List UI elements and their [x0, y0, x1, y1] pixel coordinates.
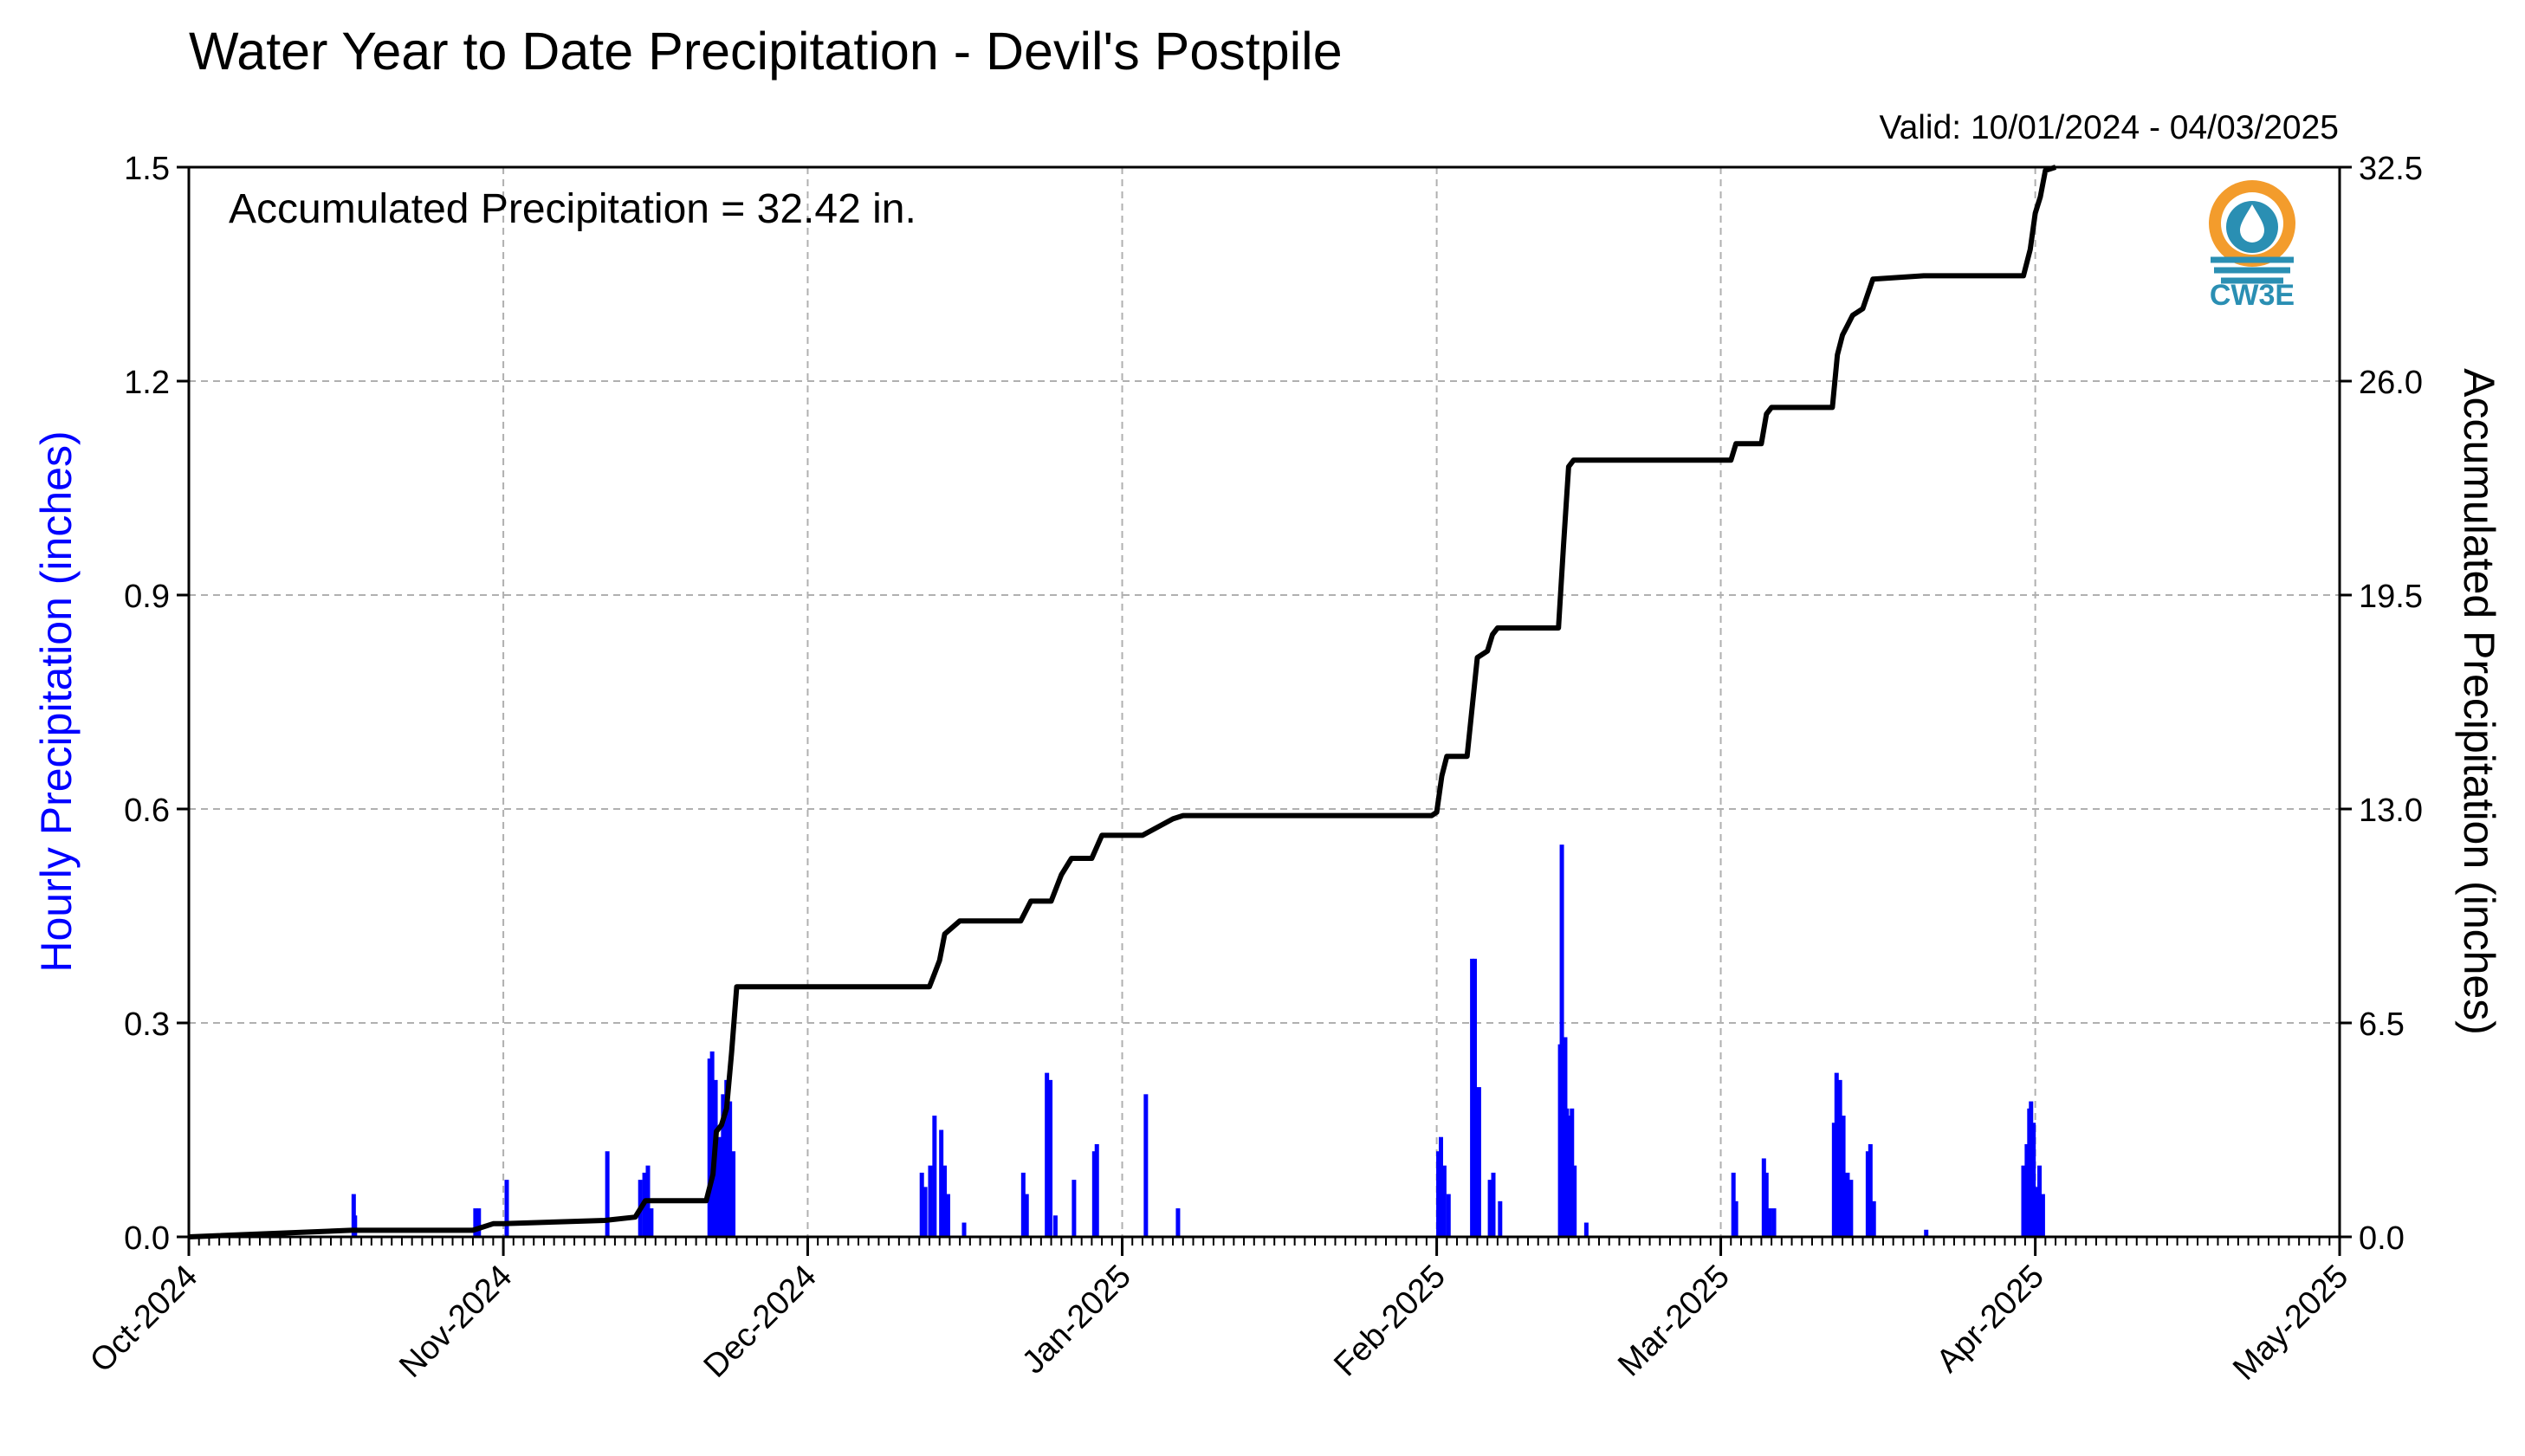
- right-axis-label: Accumulated Precipitation (inches): [2455, 368, 2503, 1035]
- right-tick-label: 26.0: [2359, 365, 2423, 401]
- hourly-precip-bar: [1470, 958, 1475, 1237]
- hourly-precip-bar: [1559, 844, 1564, 1237]
- hourly-precip-bar: [1570, 1108, 1575, 1237]
- right-y-axis-ticks: 0.0 6.5 13.0 19.5 26.0 32.5: [2340, 151, 2423, 1257]
- hourly-precip-bar: [2029, 1101, 2034, 1237]
- hourly-precip-bar: [473, 1208, 478, 1237]
- hourly-precip-bar: [1767, 1208, 1772, 1237]
- accumulated-total-annotation: Accumulated Precipitation = 32.42 in.: [229, 186, 916, 232]
- hourly-precip-bar: [1072, 1180, 1077, 1237]
- left-tick-label: 1.5: [124, 151, 170, 187]
- hourly-precip-bar: [1487, 1180, 1492, 1237]
- hourly-precip-bar: [731, 1151, 736, 1237]
- hourly-precip-bar: [1841, 1116, 1846, 1237]
- left-y-axis-ticks: 0.0 0.3 0.6 0.9 1.2 1.5: [124, 151, 189, 1257]
- hourly-precip-bar: [2024, 1143, 2030, 1237]
- hourly-precip-bar: [1564, 1108, 1570, 1237]
- hourly-precip-bar: [1572, 1165, 1577, 1237]
- hourly-precip-bar: [1831, 1123, 1836, 1237]
- left-tick-label: 0.6: [124, 793, 170, 829]
- hourly-precip-bar: [1476, 1087, 1481, 1237]
- logo-waves-icon: [2211, 256, 2294, 284]
- left-tick-label: 0.9: [124, 579, 170, 615]
- hourly-precip-bar: [1498, 1200, 1503, 1237]
- right-tick-label: 32.5: [2359, 151, 2423, 187]
- cw3e-logo: CW3E: [2209, 180, 2295, 312]
- hourly-precip-bar: [2021, 1165, 2026, 1237]
- hourly-precip-bar: [724, 1079, 729, 1237]
- hourly-precip-bar: [605, 1151, 610, 1237]
- hourly-precip-bar: [728, 1101, 733, 1237]
- hourly-precip-bar: [1020, 1172, 1026, 1237]
- hourly-precip-bar: [939, 1129, 944, 1237]
- hourly-precip-bar: [504, 1180, 509, 1237]
- hourly-precip-bar: [923, 1187, 928, 1237]
- hourly-precip-bar: [649, 1208, 654, 1237]
- logo-drop-icon: [2240, 204, 2264, 243]
- grid-lines: [189, 167, 2340, 1237]
- hourly-precip-bar: [1052, 1215, 1058, 1237]
- chart-title: Water Year to Date Precipitation - Devil…: [189, 22, 1343, 81]
- hourly-precip-bar: [709, 1051, 715, 1237]
- hourly-precip-bar: [1865, 1151, 1870, 1237]
- hourly-precip-bar: [1924, 1229, 1929, 1237]
- hourly-precip-bar: [2037, 1165, 2043, 1237]
- accumulated-precipitation-series: [188, 165, 2057, 1239]
- hourly-precip-bar: [1834, 1072, 1839, 1237]
- hourly-precip-bar: [961, 1222, 967, 1237]
- hourly-precip-bar: [1091, 1151, 1097, 1237]
- hourly-precip-bar: [1143, 1094, 1149, 1237]
- hourly-precip-bar: [476, 1208, 482, 1237]
- hourly-precip-bar: [1441, 1165, 1447, 1237]
- hourly-precip-bar: [932, 1116, 937, 1237]
- hourly-precip-bar: [1438, 1136, 1443, 1237]
- hourly-precip-bar: [717, 1136, 722, 1237]
- hourly-precip-bar: [2031, 1123, 2036, 1237]
- hourly-precip-bar: [2035, 1187, 2040, 1237]
- hourly-precip-bar: [1436, 1151, 1441, 1237]
- accumulated-precip-line: [188, 165, 2057, 1239]
- right-tick-label: 19.5: [2359, 579, 2423, 615]
- hourly-precip-bar: [2040, 1194, 2045, 1237]
- hourly-precip-bar: [1837, 1079, 1842, 1237]
- hourly-precip-bar: [1868, 1143, 1873, 1237]
- left-tick-label: 0.0: [124, 1220, 170, 1257]
- hourly-precip-bar: [1048, 1079, 1053, 1237]
- hourly-precip-bar: [1761, 1158, 1766, 1237]
- hourly-precip-bar: [1446, 1194, 1451, 1237]
- hourly-precip-bar: [1871, 1200, 1876, 1237]
- hourly-precip-bar: [1764, 1172, 1769, 1237]
- hourly-precip-bar: [1473, 958, 1478, 1237]
- hourly-precip-bar: [1845, 1172, 1850, 1237]
- hourly-precip-bar: [721, 1094, 726, 1237]
- hourly-precip-bar: [1733, 1200, 1738, 1237]
- left-tick-label: 1.2: [124, 365, 170, 401]
- hourly-precip-bar: [1731, 1172, 1736, 1237]
- left-tick-label: 0.3: [124, 1006, 170, 1043]
- hourly-precip-bar: [1848, 1180, 1854, 1237]
- hourly-precip-bar: [1024, 1194, 1029, 1237]
- hourly-precip-bar: [942, 1165, 948, 1237]
- hourly-precip-bar: [919, 1172, 924, 1237]
- hourly-precip-bar: [1771, 1208, 1777, 1237]
- left-axis-label: Hourly Precipitation (inches): [32, 430, 81, 972]
- logo-text: CW3E: [2210, 279, 2295, 312]
- hourly-precip-bar: [1045, 1072, 1050, 1237]
- chart-subtitle: Valid: 10/01/2024 - 04/03/2025: [1879, 109, 2339, 146]
- right-tick-label: 0.0: [2359, 1220, 2405, 1257]
- right-tick-label: 13.0: [2359, 793, 2423, 829]
- hourly-precip-bar: [1175, 1208, 1181, 1237]
- hourly-precip-bar: [353, 1215, 358, 1237]
- right-tick-label: 6.5: [2359, 1006, 2405, 1043]
- hourly-precip-bar: [945, 1194, 950, 1237]
- hourly-precip-bar: [707, 1058, 712, 1237]
- hourly-precip-bar: [1491, 1172, 1496, 1237]
- hourly-precip-bar: [1094, 1143, 1099, 1237]
- hourly-precip-bar: [928, 1165, 933, 1237]
- hourly-precip-bar: [1583, 1222, 1589, 1237]
